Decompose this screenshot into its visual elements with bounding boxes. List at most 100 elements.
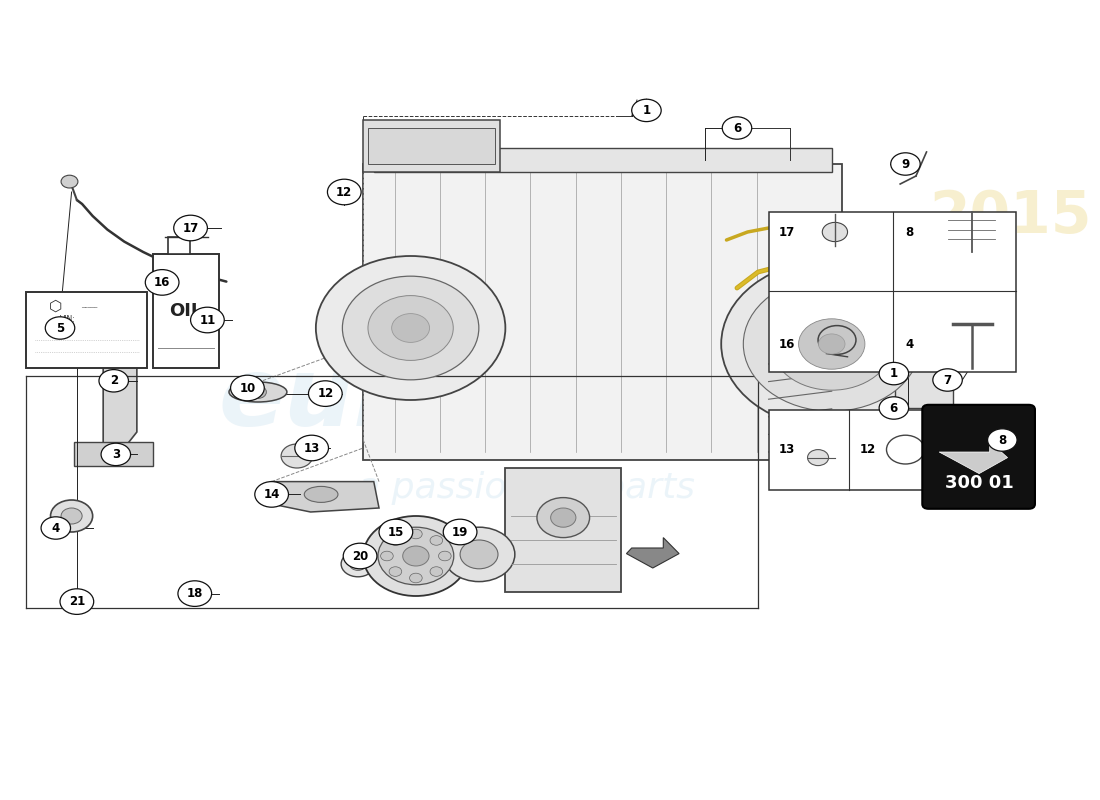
Circle shape [430,566,442,576]
Text: 16: 16 [779,338,795,350]
Circle shape [62,508,82,524]
Bar [74,442,153,466]
Text: ⬡: ⬡ [50,299,63,314]
Text: 17: 17 [779,226,795,238]
Text: 3: 3 [112,448,120,461]
Bar [363,120,500,172]
Ellipse shape [229,382,287,402]
Circle shape [969,350,990,366]
Circle shape [379,519,412,545]
Circle shape [328,179,361,205]
Circle shape [879,397,909,419]
Circle shape [799,319,865,370]
Circle shape [389,536,402,546]
Circle shape [551,508,576,527]
Bar [26,292,147,368]
Ellipse shape [305,486,338,502]
Text: 8: 8 [998,434,1006,446]
Bar [505,468,622,592]
Circle shape [389,566,402,576]
Circle shape [823,222,847,242]
Circle shape [403,546,429,566]
Circle shape [744,277,921,411]
Circle shape [295,435,329,461]
Circle shape [818,334,845,354]
Circle shape [631,99,661,122]
Circle shape [933,369,962,391]
Circle shape [231,375,264,401]
Text: 20: 20 [352,550,368,562]
Circle shape [807,450,828,466]
Text: 12: 12 [860,443,877,456]
Circle shape [378,527,454,585]
Bar [168,237,189,254]
Circle shape [439,551,451,561]
Circle shape [891,153,921,175]
Circle shape [430,536,442,546]
Circle shape [409,573,422,582]
Text: 19: 19 [452,526,469,538]
Circle shape [443,519,477,545]
Text: 4: 4 [52,522,59,534]
Circle shape [460,540,498,569]
Circle shape [363,516,469,596]
Circle shape [879,362,909,385]
Circle shape [282,444,312,468]
Circle shape [99,370,129,392]
Bar [895,272,953,408]
Circle shape [722,260,943,428]
Circle shape [178,581,211,606]
Circle shape [101,443,131,466]
Circle shape [41,517,70,539]
Text: 2: 2 [110,374,118,387]
Text: 2015: 2015 [930,187,1092,245]
Text: 14: 14 [263,488,279,501]
Circle shape [537,498,590,538]
Text: 300 01: 300 01 [945,474,1013,492]
Text: 9: 9 [901,158,910,170]
Polygon shape [626,538,679,568]
Text: 1: 1 [890,367,898,380]
Text: 15: 15 [387,526,404,538]
Bar [153,254,219,368]
Bar [374,148,832,172]
Circle shape [250,386,266,398]
Circle shape [771,298,892,390]
Circle shape [392,314,430,342]
Circle shape [255,482,288,507]
Circle shape [409,530,422,539]
Circle shape [190,307,224,333]
Text: 17: 17 [183,222,199,234]
Circle shape [381,551,393,561]
Circle shape [350,558,366,570]
Text: 7: 7 [944,374,952,386]
Circle shape [316,256,505,400]
Bar [769,410,928,490]
Text: VIN:: VIN: [60,315,76,325]
Text: OIL: OIL [169,302,202,320]
Text: 21: 21 [68,595,85,608]
Circle shape [723,117,751,139]
Circle shape [45,317,75,339]
Text: 13: 13 [779,443,795,456]
Text: a passion for parts: a passion for parts [358,471,695,505]
Circle shape [145,270,179,295]
FancyBboxPatch shape [922,405,1035,509]
Text: ─────: ───── [81,306,98,310]
Text: 6: 6 [890,402,898,414]
Polygon shape [272,482,379,512]
Text: 12: 12 [337,186,352,198]
Bar [368,128,495,164]
Text: 16: 16 [154,276,170,289]
Bar [769,212,1016,372]
Text: 11: 11 [199,314,216,326]
Circle shape [308,381,342,406]
Bar [363,164,843,460]
Circle shape [342,276,478,380]
Text: 6: 6 [733,122,741,134]
Circle shape [60,589,94,614]
Circle shape [988,429,1018,451]
Circle shape [368,296,453,360]
Polygon shape [103,356,136,448]
Circle shape [51,500,92,532]
